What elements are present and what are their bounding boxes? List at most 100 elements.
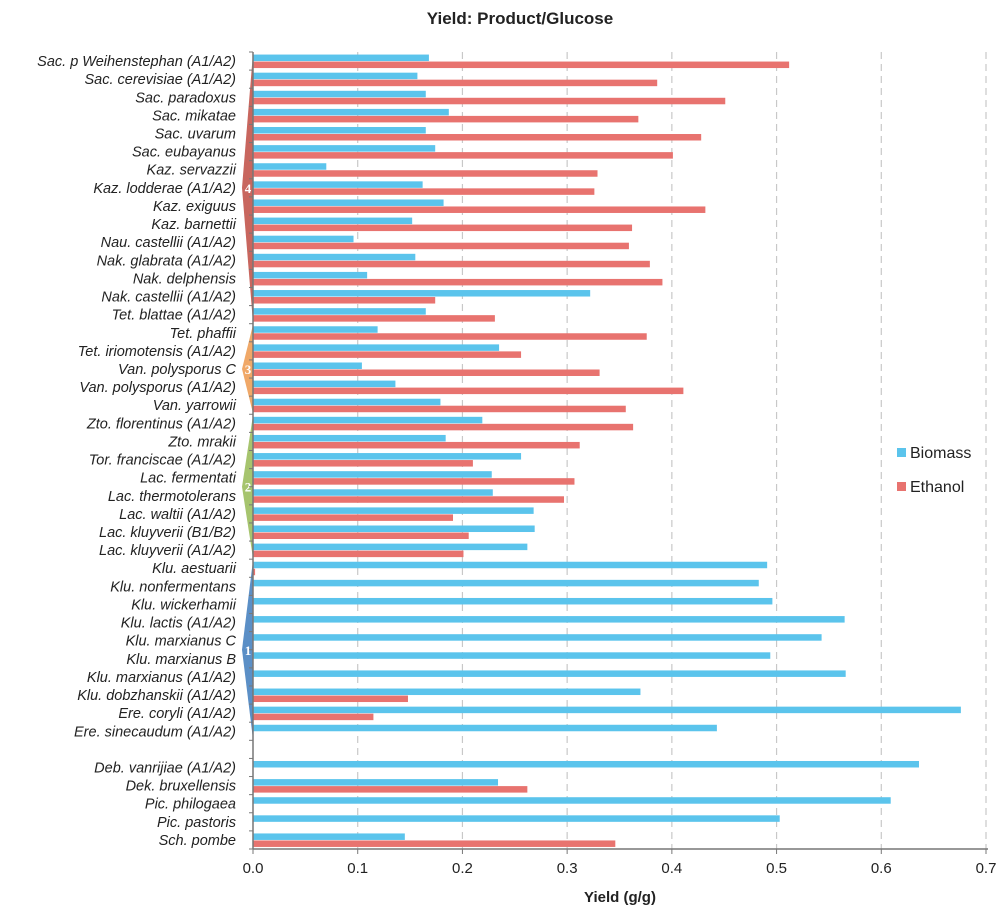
biomass-bar xyxy=(253,597,773,605)
ethanol-bar xyxy=(253,514,454,521)
biomass-bar xyxy=(253,670,846,677)
biomass-bar xyxy=(253,724,717,732)
biomass-bar xyxy=(253,416,483,424)
category-label: Ere. coryli (A1/A2) xyxy=(118,706,236,722)
biomass-bar xyxy=(253,72,418,80)
group-number: 1 xyxy=(245,643,252,658)
biomass-bar xyxy=(253,253,416,261)
category-label: Klu. nonfermentans xyxy=(110,579,236,595)
x-tick-label: 0.3 xyxy=(557,860,578,877)
ethanol-bar xyxy=(253,315,495,322)
ethanol-bar xyxy=(253,170,598,177)
ethanol-bar xyxy=(253,278,663,286)
ethanol-bar xyxy=(253,206,706,213)
ethanol-bar xyxy=(253,441,580,449)
category-label: Nak. delphensis xyxy=(133,271,236,287)
legend-swatch-biomass xyxy=(897,448,906,457)
biomass-bar xyxy=(253,163,327,170)
category-label: Lac. waltii (A1/A2) xyxy=(119,507,236,523)
ethanol-bar xyxy=(253,478,575,485)
ethanol-bar xyxy=(253,369,600,376)
category-label: Sac. p Weihenstephan (A1/A2) xyxy=(37,54,236,70)
group-bracket xyxy=(242,560,253,740)
biomass-bar xyxy=(253,90,426,98)
biomass-bar xyxy=(253,706,961,714)
category-label: Klu. lactis (A1/A2) xyxy=(121,616,236,632)
biomass-bar xyxy=(253,453,522,460)
legend: Biomass Ethanol xyxy=(897,445,971,496)
category-label: Kaz. exiguus xyxy=(153,199,236,215)
category-label: Zto. mrakii xyxy=(167,434,236,450)
biomass-bar xyxy=(253,634,822,641)
ethanol-bar xyxy=(253,333,647,340)
ethanol-bar xyxy=(253,496,565,503)
biomass-bar xyxy=(253,326,378,333)
biomass-bar xyxy=(253,235,354,243)
ethanol-bar xyxy=(253,695,408,703)
biomass-bar xyxy=(253,779,499,786)
group-number: 2 xyxy=(245,480,252,495)
biomass-bar xyxy=(253,199,444,206)
group-bracket xyxy=(242,53,253,323)
x-tick-label: 0.4 xyxy=(661,860,682,877)
biomass-bar xyxy=(253,525,535,533)
group-number: 3 xyxy=(245,362,252,377)
category-label: Klu. marxianus (A1/A2) xyxy=(87,670,236,686)
legend-swatch-ethanol xyxy=(897,482,906,491)
ethanol-bar xyxy=(253,840,616,847)
category-label: Lac. thermotolerans xyxy=(108,489,236,505)
category-label: Klu. dobzhanskii (A1/A2) xyxy=(77,688,236,704)
ethanol-bar xyxy=(253,786,528,793)
axes xyxy=(249,51,988,854)
ethanol-bar xyxy=(253,460,473,467)
category-label: Nau. castellii (A1/A2) xyxy=(101,235,236,251)
x-tick-label: 0.5 xyxy=(766,860,787,877)
category-label: Dek. bruxellensis xyxy=(126,779,236,795)
biomass-bar xyxy=(253,833,405,840)
biomass-bar xyxy=(253,181,423,188)
category-label: Nak. castellii (A1/A2) xyxy=(101,290,236,306)
ethanol-bar xyxy=(253,297,436,304)
category-labels: Sac. p Weihenstephan (A1/A2) Sac. cerevis… xyxy=(37,54,237,849)
ethanol-bar xyxy=(253,97,726,105)
biomass-bar xyxy=(253,290,591,297)
category-label: Sac. cerevisiae (A1/A2) xyxy=(84,72,236,88)
category-label: Sac. paradoxus xyxy=(135,90,236,106)
biomass-bar xyxy=(253,344,500,351)
category-label: Tet. iriomotensis (A1/A2) xyxy=(78,344,236,360)
category-label: Klu. marxianus B xyxy=(126,652,236,668)
category-label: Klu. aestuarii xyxy=(152,561,237,577)
biomass-bar xyxy=(253,561,768,569)
category-label: Ere. sinecaudum (A1/A2) xyxy=(74,724,236,740)
biomass-bar xyxy=(253,471,492,478)
biomass-bar xyxy=(253,217,413,225)
category-label: Tet. blattae (A1/A2) xyxy=(112,308,236,324)
category-label: Sac. eubayanus xyxy=(132,145,236,161)
biomass-bar xyxy=(253,108,449,116)
x-tick-label: 0.0 xyxy=(243,860,264,877)
bars xyxy=(253,54,961,847)
category-label: Lac. kluyverii (B1/B2) xyxy=(99,525,236,541)
group-number: 4 xyxy=(245,181,252,196)
x-tick-label: 0.6 xyxy=(871,860,892,877)
ethanol-bar xyxy=(253,260,650,268)
category-label: Klu. marxianus C xyxy=(126,634,237,650)
ethanol-bar xyxy=(253,224,633,232)
ethanol-bar xyxy=(253,188,595,195)
ethanol-bar xyxy=(253,532,469,540)
x-tick-label: 0.7 xyxy=(976,860,997,877)
biomass-bar xyxy=(253,127,426,134)
category-label: Nak. glabrata (A1/A2) xyxy=(97,253,236,269)
ethanol-bar xyxy=(253,387,684,395)
biomass-bar xyxy=(253,380,396,388)
grid-lines xyxy=(357,52,987,849)
ethanol-bar xyxy=(253,61,790,69)
biomass-bar xyxy=(253,145,436,152)
category-label: Pic. philogaea xyxy=(145,797,236,813)
ethanol-bar xyxy=(253,79,658,87)
biomass-bar xyxy=(253,543,528,551)
biomass-bar xyxy=(253,308,426,315)
ethanol-bar xyxy=(253,405,626,413)
biomass-bar xyxy=(253,434,446,442)
